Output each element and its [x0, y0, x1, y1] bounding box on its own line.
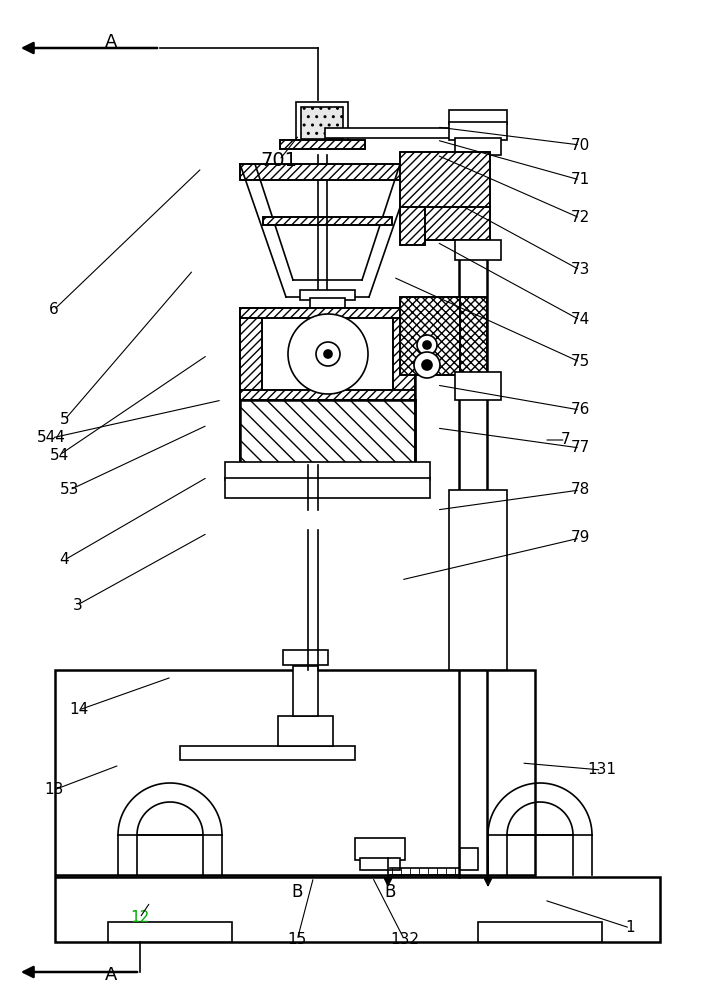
Bar: [400, 152, 490, 210]
Bar: [240, 308, 262, 400]
Bar: [240, 400, 415, 465]
Text: 4: 4: [59, 552, 69, 568]
Text: 70: 70: [571, 137, 589, 152]
Text: 73: 73: [570, 262, 590, 277]
Text: 131: 131: [587, 762, 616, 778]
Bar: [240, 390, 415, 400]
Text: A: A: [105, 966, 117, 984]
Bar: [455, 240, 501, 260]
Bar: [296, 102, 348, 144]
Text: 15: 15: [288, 932, 306, 948]
Text: B: B: [291, 883, 303, 901]
Bar: [415, 207, 490, 240]
Circle shape: [288, 314, 368, 394]
Bar: [225, 462, 430, 480]
Text: 132: 132: [390, 932, 419, 948]
Text: 3: 3: [72, 597, 82, 612]
Text: 6: 6: [49, 302, 59, 318]
Bar: [393, 308, 415, 400]
Circle shape: [423, 341, 431, 349]
Bar: [240, 308, 415, 400]
Bar: [400, 297, 460, 375]
Bar: [240, 400, 415, 465]
Bar: [240, 390, 415, 400]
Text: 76: 76: [570, 402, 590, 418]
Bar: [400, 152, 490, 210]
Text: 12: 12: [130, 910, 149, 926]
Bar: [240, 400, 415, 465]
Text: 701: 701: [261, 150, 298, 169]
Bar: [400, 207, 425, 245]
Text: 72: 72: [571, 211, 589, 226]
Bar: [460, 297, 487, 375]
Text: 77: 77: [571, 440, 589, 456]
Bar: [449, 490, 507, 670]
Bar: [455, 372, 501, 400]
Bar: [400, 297, 460, 375]
Bar: [393, 308, 415, 400]
Circle shape: [417, 335, 437, 355]
Text: 53: 53: [59, 483, 79, 497]
Bar: [360, 858, 400, 870]
Text: 74: 74: [571, 312, 589, 328]
Text: 14: 14: [69, 702, 88, 718]
Bar: [240, 164, 415, 180]
Bar: [400, 207, 425, 245]
Bar: [225, 478, 430, 498]
Bar: [325, 128, 465, 138]
Bar: [240, 308, 262, 400]
Text: 79: 79: [570, 530, 590, 546]
Bar: [460, 848, 478, 870]
Text: 71: 71: [571, 172, 589, 188]
Bar: [55, 670, 535, 875]
Bar: [283, 650, 328, 665]
Bar: [415, 207, 490, 240]
Bar: [240, 164, 415, 180]
Text: 5: 5: [59, 412, 69, 428]
Circle shape: [422, 360, 432, 370]
Bar: [455, 138, 501, 155]
Text: 544: 544: [37, 430, 66, 446]
Bar: [310, 298, 345, 310]
Bar: [263, 217, 392, 225]
Text: 78: 78: [571, 483, 589, 497]
Bar: [355, 838, 405, 860]
Bar: [300, 290, 355, 300]
Bar: [478, 922, 602, 942]
Bar: [301, 107, 343, 139]
Circle shape: [414, 352, 440, 378]
Bar: [449, 110, 507, 124]
Bar: [293, 666, 318, 716]
Bar: [108, 922, 232, 942]
Bar: [240, 308, 415, 318]
Text: 75: 75: [571, 355, 589, 369]
Text: 54: 54: [50, 448, 69, 462]
Bar: [263, 217, 392, 225]
Bar: [280, 140, 365, 149]
Bar: [55, 877, 660, 942]
Text: A: A: [105, 33, 117, 51]
Text: 13: 13: [44, 782, 64, 798]
Circle shape: [324, 350, 332, 358]
Text: 1: 1: [625, 920, 635, 936]
Circle shape: [316, 342, 340, 366]
Bar: [278, 716, 333, 746]
Bar: [449, 122, 507, 140]
Bar: [180, 746, 355, 760]
Text: 7: 7: [561, 432, 571, 448]
Bar: [240, 308, 415, 318]
Bar: [280, 140, 365, 149]
Text: B: B: [384, 883, 396, 901]
Bar: [460, 297, 487, 375]
